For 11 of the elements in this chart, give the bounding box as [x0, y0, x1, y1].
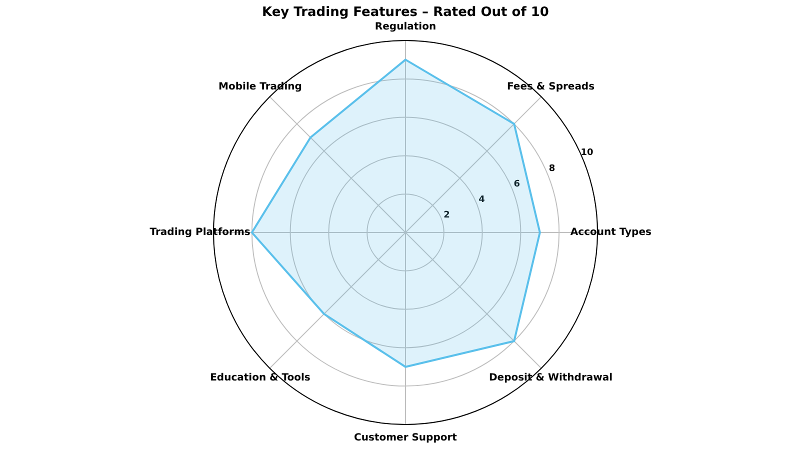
spoke-label: Education & Tools — [210, 372, 310, 384]
spoke-label: Deposit & Withdrawal — [488, 372, 613, 384]
y-tick-label: 8 — [548, 164, 556, 174]
spoke-label: Customer Support — [354, 432, 458, 444]
y-tick-label: 4 — [478, 195, 485, 206]
y-tick-label: 2 — [444, 210, 450, 221]
y-tick-label: 10 — [580, 148, 594, 158]
spoke-label: Fees & Spreads — [506, 82, 595, 93]
chart-title: Key Trading Features – Rated Out of 10 — [262, 5, 549, 20]
y-tick-label: 6 — [514, 179, 520, 190]
spoke-label: Regulation — [374, 22, 436, 33]
